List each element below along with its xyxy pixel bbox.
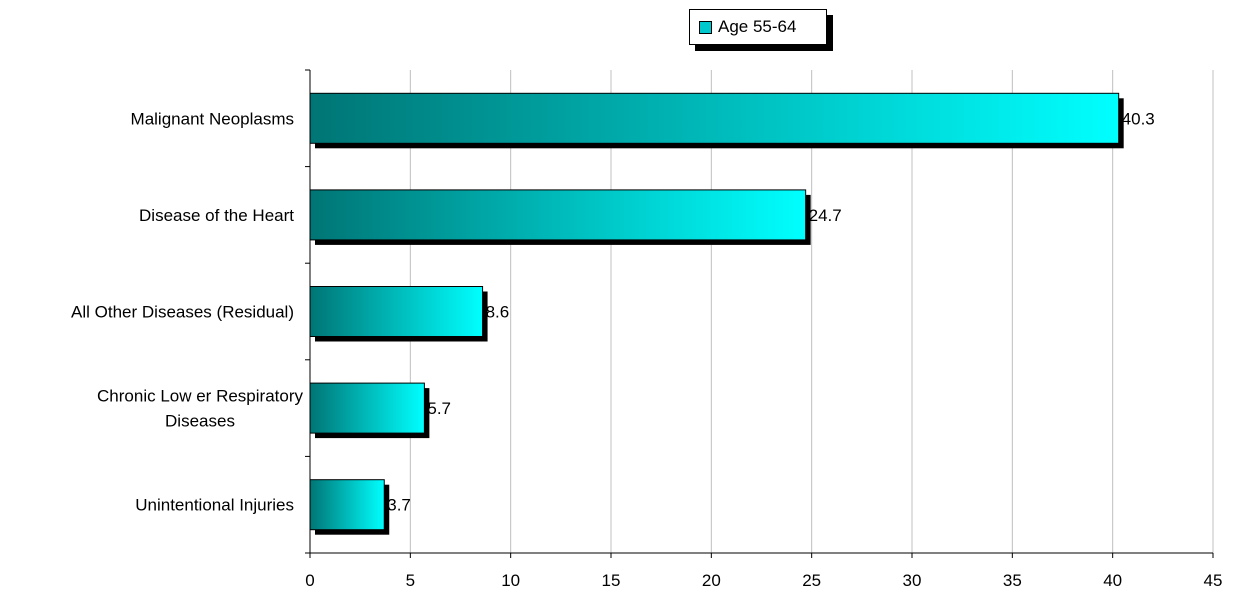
y-category-label: Malignant Neoplasms (131, 109, 294, 128)
gridlines (409, 70, 1214, 553)
bar-data-label: 8.6 (486, 303, 510, 322)
bars (309, 92, 1120, 531)
x-tick-label: 45 (1204, 571, 1223, 590)
x-tick-label: 40 (1103, 571, 1122, 590)
chart-legend: Age 55-64 (689, 9, 827, 45)
y-category-label: Unintentional Injuries (135, 496, 294, 515)
legend-swatch (699, 20, 712, 34)
y-category-label: Chronic Low er Respiratory Diseases (97, 387, 303, 431)
axes (305, 69, 1214, 558)
x-tick-label: 10 (501, 571, 520, 590)
y-category-label: All Other Diseases (Residual) (71, 303, 294, 322)
x-tick-label: 15 (602, 571, 621, 590)
x-tick-label: 0 (305, 571, 314, 590)
bar (309, 92, 1120, 144)
bar (309, 286, 484, 337)
x-tick-label: 30 (903, 571, 922, 590)
x-tick-label: 5 (406, 571, 415, 590)
x-tick-label: 35 (1003, 571, 1022, 590)
x-tick-label: 25 (802, 571, 821, 590)
bar-data-label: 5.7 (427, 399, 451, 418)
bar-data-label: 3.7 (387, 496, 411, 515)
bar (309, 479, 385, 531)
legend-label: Age 55-64 (718, 17, 797, 36)
bar-data-label: 40.3 (1122, 109, 1155, 128)
labels: 0 5 10 15 20 25 30 35 40 45 40.3 Malignant Neoplasm… (71, 109, 1222, 590)
x-tick-label: 20 (702, 571, 721, 590)
bar (309, 382, 425, 434)
bar-data-label: 24.7 (809, 206, 842, 225)
y-category-label: Disease of the Heart (139, 206, 294, 225)
bar (309, 189, 807, 241)
